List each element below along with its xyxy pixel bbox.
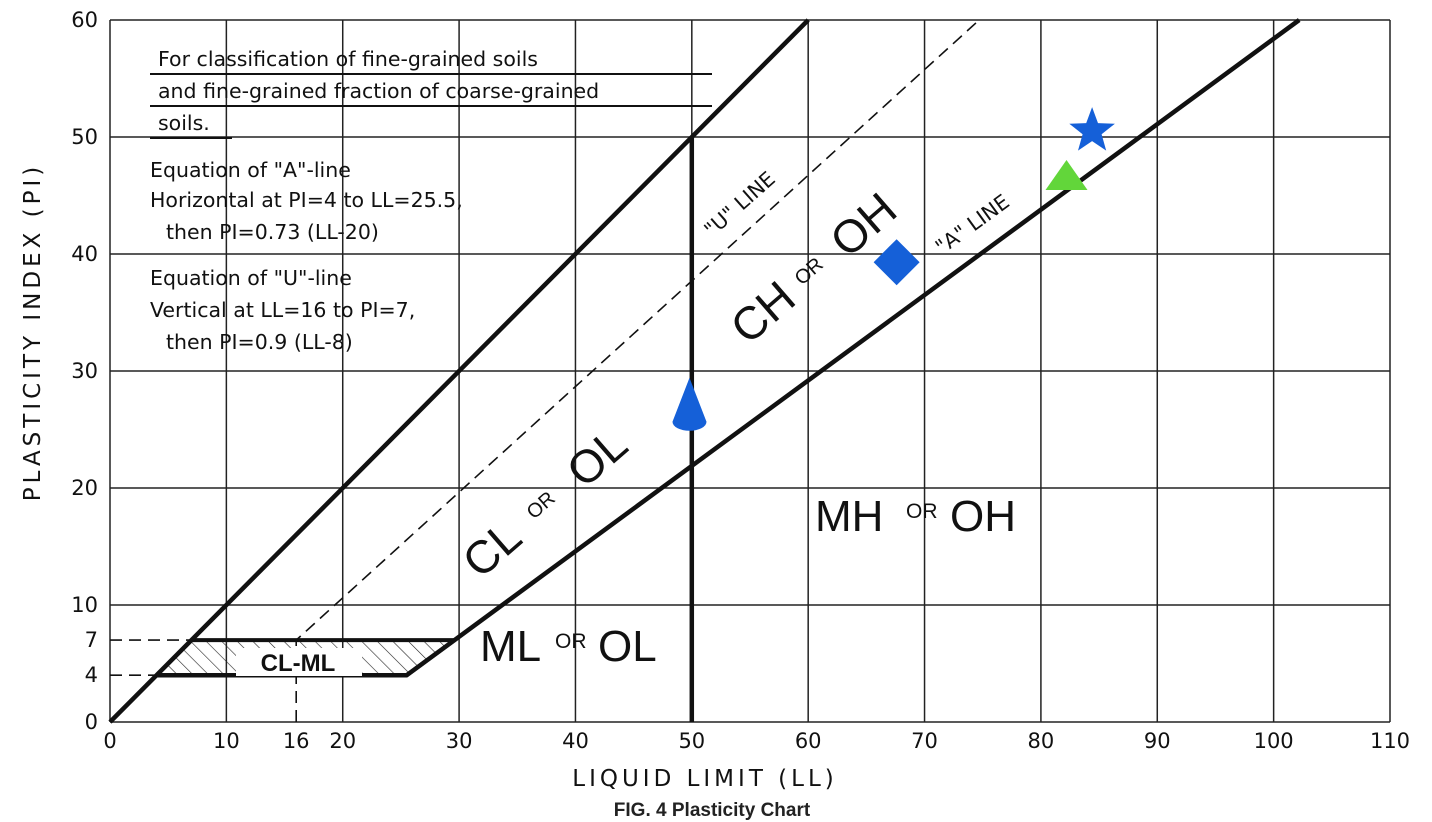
region-or-label: OR (523, 487, 560, 523)
x-tick-label: 110 (1370, 729, 1410, 753)
star-marker (1069, 107, 1115, 151)
region-cl-ml-label: CL-ML (261, 650, 336, 677)
region-cl-ml: CL-ML (236, 648, 362, 677)
region-or-label: OR (906, 500, 938, 523)
x-tick-label: 50 (678, 729, 705, 753)
region-or-label: OR (555, 630, 587, 653)
y-tick-label: 0 (85, 710, 98, 734)
y-tick-label: 30 (71, 359, 98, 383)
note-line-7: Equation of "U"-line (150, 266, 352, 290)
notes-block: For classification of fine-grained soils… (150, 47, 712, 354)
region-cl-ol: CL OR OL (452, 418, 637, 588)
region-mh-oh: MH OR OH (815, 492, 1016, 541)
grid (109, 19, 1391, 723)
note-line-9: then PI=0.9 (LL-8) (166, 330, 353, 354)
x-tick-label: 40 (562, 729, 589, 753)
u-line-label: "U" LINE (699, 167, 779, 242)
note-line-4: Equation of "A"-line (150, 158, 351, 182)
cone-marker (672, 377, 707, 431)
triangle-marker (1045, 159, 1088, 190)
a-line-label: "A" LINE (931, 190, 1014, 259)
x-tick-label: 80 (1028, 729, 1055, 753)
region-main-label: CH (720, 271, 804, 354)
x-tick-label: 60 (795, 729, 822, 753)
x-tick-label: 10 (213, 729, 240, 753)
note-line-2: and fine-grained fraction of coarse-grai… (158, 79, 599, 103)
note-line-1: For classification of fine-grained soils (158, 47, 538, 71)
x-tick-label: 20 (329, 729, 356, 753)
diamond-marker (873, 239, 920, 286)
region-main-label: ML (480, 622, 541, 671)
y-tick-label: 60 (71, 8, 98, 32)
region-alt-label: OL (557, 418, 637, 498)
note-line-3: soils. (158, 111, 210, 135)
region-alt-label: OH (950, 492, 1016, 541)
x-tick-label: 16 (283, 729, 310, 753)
region-or-label: OR (791, 253, 828, 289)
data-markers (672, 107, 1115, 431)
region-main-label: CL (452, 510, 531, 588)
note-line-6: then PI=0.73 (LL-20) (166, 220, 379, 244)
note-line-8: Vertical at LL=16 to PI=7, (150, 298, 415, 322)
tick-labels: 0 10 16 20 30 40 50 60 70 80 90 100 110 0 4 7 10 20 30 40 50… (71, 8, 1410, 753)
region-alt-label: OL (598, 622, 657, 671)
y-tick-label: 4 (85, 663, 98, 687)
y-tick-label: 20 (71, 476, 98, 500)
x-tick-label: 100 (1254, 729, 1294, 753)
region-main-label: MH (815, 492, 883, 541)
x-tick-label: 70 (911, 729, 938, 753)
x-tick-label: 30 (446, 729, 473, 753)
x-tick-label: 90 (1144, 729, 1171, 753)
y-tick-label: 50 (71, 125, 98, 149)
y-tick-label: 10 (71, 593, 98, 617)
x-tick-label: 0 (103, 729, 116, 753)
y-tick-label: 7 (85, 628, 98, 652)
figure-caption: FIG. 4 Plasticity Chart (614, 800, 811, 821)
dashed-guides (110, 19, 980, 722)
u-line (295, 19, 980, 722)
y-axis-title: PLASTICITY INDEX (PI) (20, 163, 46, 502)
note-line-5: Horizontal at PI=4 to LL=25.5, (150, 188, 463, 212)
y-tick-label: 40 (71, 242, 98, 266)
x-axis-title: LIQUID LIMIT (LL) (572, 766, 838, 792)
region-ml-ol: ML OR OL (480, 622, 657, 671)
